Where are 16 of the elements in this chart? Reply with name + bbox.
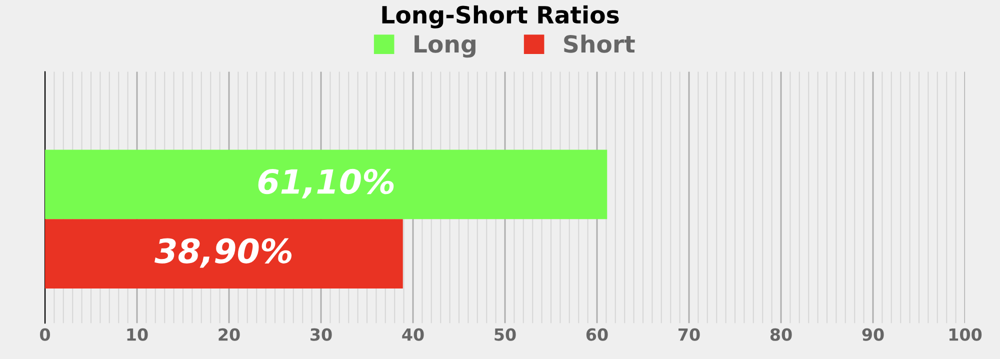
x-tick-label: 10	[127, 328, 148, 341]
x-tick-label: 100	[949, 328, 982, 341]
legend-label: Long	[414, 35, 476, 58]
x-tick-label: 40	[402, 328, 424, 341]
x-tick-label: 0	[40, 328, 50, 341]
x-tick-label: 30	[310, 328, 332, 341]
x-tick-label: 70	[678, 328, 700, 341]
x-tick-label: 90	[862, 328, 884, 341]
x-tick-label: 60	[586, 328, 608, 341]
x-tick-label: 20	[218, 328, 240, 341]
data-label: 61,10%	[258, 168, 394, 198]
chart-title: Long-Short Ratios	[382, 5, 619, 28]
data-label: 38,90%	[154, 238, 292, 268]
x-tick-label: 50	[494, 328, 516, 341]
x-tick-label: 80	[770, 328, 792, 341]
legend-label: Short	[564, 34, 635, 53]
